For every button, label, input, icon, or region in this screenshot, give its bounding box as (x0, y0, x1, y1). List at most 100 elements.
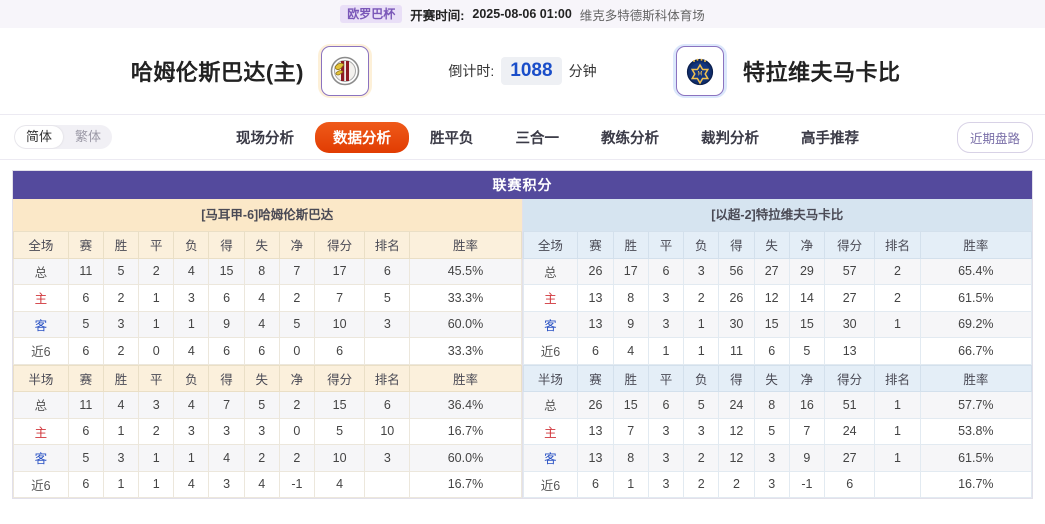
cell-平: 3 (647, 417, 685, 445)
cell-胜: 2 (102, 284, 140, 312)
col-header-4: 负 (683, 364, 720, 392)
cell-平: 1 (138, 310, 175, 338)
cell-排名: 10 (364, 417, 411, 445)
tab-referee-analysis[interactable]: 裁判分析 (701, 130, 759, 147)
cell-净: 7 (278, 257, 315, 285)
tab-three-in-one[interactable]: 三合一 (515, 130, 560, 147)
cell-胜: 15 (612, 391, 649, 419)
row-scope-label: 近6 (522, 337, 579, 365)
language-toggle[interactable]: 简体 繁体 (14, 125, 113, 149)
right-standings-table-0: 全场赛胜平负得失净得分 排名 胜率总 26 17 6 3 56 27 29 57 2 65.4% 主 13 8… (522, 231, 1033, 365)
cell-净: 5 (278, 310, 315, 338)
cell-失: 5 (243, 391, 280, 419)
cell-失: 4 (243, 310, 280, 338)
cell-平: 6 (647, 257, 685, 285)
cell-赛: 5 (67, 444, 104, 472)
cell-胜率: 65.4% (919, 257, 1033, 285)
cell-得分: 24 (824, 417, 876, 445)
cell-平: 0 (138, 337, 175, 365)
left-standings-table-1: 半场赛胜平负得失净得分 排名 胜率总 11 4 3 4 7 5 2 15 6 36.4% 主 6 1 2 3 3 3 0… (13, 364, 522, 499)
tab-expert-picks[interactable]: 高手推荐 (801, 130, 859, 147)
cell-平: 2 (138, 417, 175, 445)
col-header-0: 半场 (522, 364, 579, 392)
cell-平: 3 (647, 444, 685, 472)
cell-胜率: 33.3% (409, 284, 522, 312)
cell-赛: 13 (577, 417, 614, 445)
cell-得分: 13 (824, 337, 876, 365)
cell-排名: 6 (364, 257, 411, 285)
cell-负: 1 (683, 310, 720, 338)
maccabi-tel-aviv-crest-icon: M (676, 46, 724, 96)
cell-得: 2 (718, 470, 755, 498)
home-standings-panel: [马耳甲-6]哈姆伦斯巴达 全场赛胜平负得失净得分 排名 胜率总 11 5 2 4 15 8 7 1… (13, 199, 523, 498)
home-team-name: 哈姆伦斯巴达(主) (130, 60, 304, 85)
col-header-3: 平 (647, 364, 685, 392)
row-scope-label: 近6 (13, 337, 69, 365)
cell-负: 3 (683, 257, 720, 285)
col-header-2: 胜 (102, 364, 140, 392)
col-header-2: 胜 (102, 231, 140, 259)
cell-得: 3 (208, 417, 245, 445)
cell-得: 3 (208, 470, 245, 498)
cell-胜: 8 (612, 284, 649, 312)
cell-失: 15 (753, 310, 790, 338)
cell-胜: 4 (612, 337, 649, 365)
recent-odds-route-button[interactable]: 近期盘路 (956, 121, 1033, 153)
tab-coach-analysis[interactable]: 教练分析 (601, 130, 659, 147)
cell-胜: 4 (102, 391, 140, 419)
table-row: 近6 6 1 1 4 3 4 -1 4 16.7% (13, 470, 522, 498)
league-standings-block: 联赛积分 [马耳甲-6]哈姆伦斯巴达 全场赛胜平负得失净得分 排名 胜率总 11 5 2 4… (12, 170, 1033, 499)
cell-赛: 13 (577, 444, 614, 472)
hamrun-spartans-crest-icon (321, 46, 369, 96)
away-team-block: M 特拉维夫马卡比 (673, 44, 1045, 98)
cell-得: 26 (718, 284, 755, 312)
lang-simplified-button[interactable]: 简体 (15, 126, 64, 148)
cell-得: 9 (208, 310, 245, 338)
col-header-9: 排名 (874, 231, 921, 259)
cell-胜率: 61.5% (919, 284, 1033, 312)
cell-赛: 6 (577, 470, 614, 498)
cell-得: 30 (718, 310, 755, 338)
cell-负: 3 (173, 417, 210, 445)
cell-胜率: 60.0% (409, 310, 522, 338)
cell-得: 24 (718, 391, 755, 419)
tab-live-analysis[interactable]: 现场分析 (236, 130, 294, 147)
row-scope-label: 近6 (13, 470, 69, 498)
col-header-6: 失 (753, 364, 790, 392)
cell-排名 (874, 470, 921, 498)
cell-平: 1 (138, 470, 175, 498)
cell-胜: 3 (102, 310, 140, 338)
col-header-6: 失 (753, 231, 790, 259)
cell-净: 29 (788, 257, 826, 285)
col-header-1: 赛 (577, 231, 614, 259)
cell-负: 3 (173, 284, 210, 312)
col-header-0: 半场 (13, 364, 69, 392)
cell-胜率: 57.7% (919, 391, 1033, 419)
nav-tab-list: 现场分析 数据分析 胜平负 三合一 教练分析 裁判分析 高手推荐 (215, 115, 880, 159)
col-header-5: 得 (208, 364, 245, 392)
cell-平: 1 (138, 284, 175, 312)
away-team-name: 特拉维夫马卡比 (743, 60, 901, 85)
analysis-nav-bar: 简体 繁体 现场分析 数据分析 胜平负 三合一 教练分析 裁判分析 高手推荐 近… (0, 114, 1045, 160)
kickoff-time: 2025-08-06 01:00 (472, 7, 572, 21)
cell-赛: 11 (67, 391, 104, 419)
cell-胜率: 16.7% (919, 470, 1033, 498)
lang-traditional-button[interactable]: 繁体 (75, 129, 102, 144)
table-header-row: 半场赛胜平负得失净得分 排名 胜率 (522, 364, 1033, 392)
cell-胜率: 69.2% (919, 310, 1033, 338)
table-row: 客 13 8 3 2 12 3 9 27 1 61.5% (522, 444, 1033, 472)
cell-失: 3 (243, 417, 280, 445)
away-standings-panel: [以超-2]特拉维夫马卡比 全场赛胜平负得失净得分 排名 胜率总 26 17 6 3 56 27… (522, 199, 1033, 498)
away-standings-team-header: [以超-2]特拉维夫马卡比 (522, 199, 1032, 231)
tab-win-draw-lose[interactable]: 胜平负 (430, 130, 474, 147)
cell-排名 (364, 337, 411, 365)
cell-胜: 5 (102, 257, 140, 285)
table-row: 主 13 8 3 2 26 12 14 27 2 61.5% (522, 284, 1033, 312)
cell-胜率: 66.7% (919, 337, 1033, 365)
cell-负: 4 (173, 257, 210, 285)
cell-赛: 26 (577, 257, 614, 285)
col-header-5: 得 (208, 231, 245, 259)
row-scope-label: 主 (522, 284, 579, 312)
countdown-unit: 分钟 (568, 63, 597, 79)
tab-data-analysis[interactable]: 数据分析 (315, 121, 409, 153)
